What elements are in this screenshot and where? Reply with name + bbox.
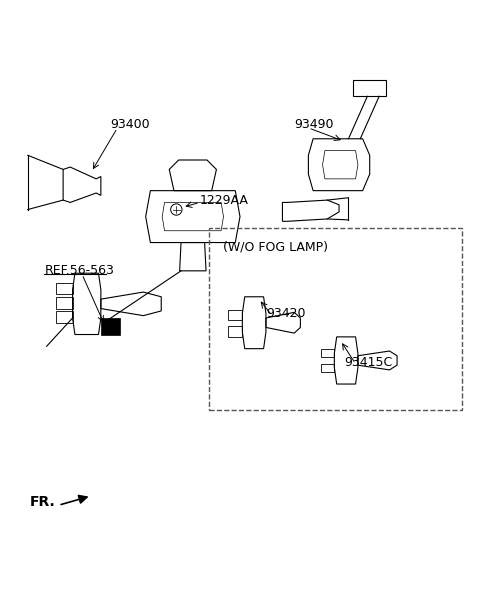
Text: 93420: 93420 [266, 307, 305, 320]
Text: 93400: 93400 [110, 118, 150, 131]
Text: 93490: 93490 [294, 118, 334, 131]
Text: FR.: FR. [30, 495, 56, 509]
Polygon shape [101, 318, 120, 335]
Text: REF.56-563: REF.56-563 [44, 264, 114, 277]
Text: (W/O FOG LAMP): (W/O FOG LAMP) [224, 240, 328, 253]
Text: 1229AA: 1229AA [200, 194, 249, 207]
Text: 93415C: 93415C [344, 356, 392, 369]
Bar [209, 229, 462, 410]
